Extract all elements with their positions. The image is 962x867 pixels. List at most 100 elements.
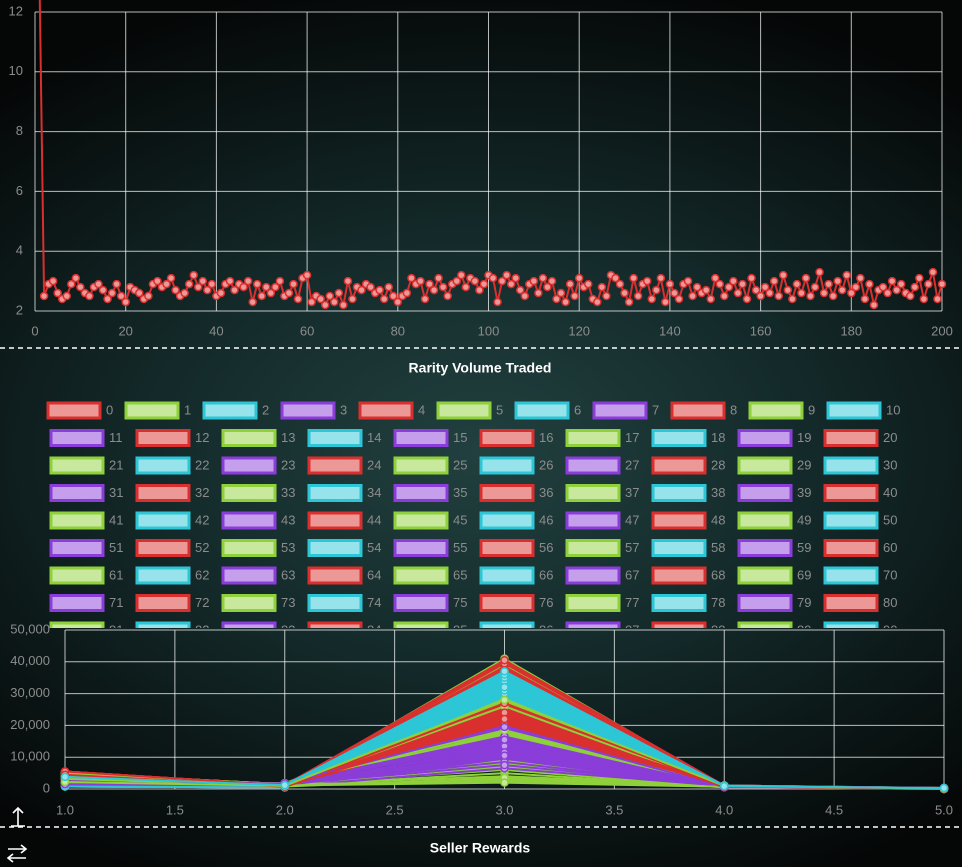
point — [475, 285, 484, 295]
legend-swatch — [737, 429, 793, 447]
point — [216, 288, 226, 298]
point — [824, 279, 833, 289]
legend-swatch — [826, 401, 882, 420]
point — [620, 288, 629, 298]
legend-swatch — [307, 566, 363, 585]
point — [933, 294, 942, 304]
point — [910, 282, 920, 292]
legend-label: 59 — [797, 540, 811, 555]
legend-swatch — [135, 511, 191, 530]
legend-swatch — [307, 621, 363, 628]
legend-swatch — [823, 566, 879, 585]
x-tick-label: 3.0 — [495, 802, 513, 817]
legend-swatch — [135, 566, 191, 585]
legend-swatch — [221, 429, 277, 447]
point — [887, 276, 897, 286]
point — [416, 276, 425, 286]
y-tick-label: 50,000 — [10, 621, 50, 636]
legend-swatch — [737, 456, 793, 475]
point — [500, 778, 509, 787]
legend-label: 21 — [109, 457, 123, 472]
point — [76, 282, 85, 292]
point — [642, 276, 652, 286]
legend-label: 15 — [453, 430, 467, 445]
point — [500, 695, 509, 705]
legend-swatch — [49, 594, 105, 612]
point — [500, 751, 509, 760]
point — [692, 282, 702, 292]
point — [402, 288, 412, 298]
x-tick-label: 100 — [478, 323, 500, 338]
legend-swatch — [49, 511, 105, 530]
point — [797, 288, 806, 298]
point — [847, 288, 856, 298]
point — [633, 291, 643, 301]
legend-swatch — [393, 539, 449, 557]
point — [783, 285, 793, 295]
legend-label: 20 — [883, 430, 897, 445]
legend-swatch — [823, 594, 879, 612]
point — [320, 300, 330, 310]
point — [497, 276, 507, 286]
point — [293, 294, 303, 304]
point — [500, 735, 509, 744]
legend-label: 25 — [453, 457, 467, 472]
point — [747, 273, 756, 283]
resize-horizontal-icon[interactable] — [6, 844, 28, 863]
x-tick-label: 4.5 — [825, 802, 843, 817]
point — [652, 285, 661, 295]
point — [878, 282, 888, 292]
legend-swatch — [307, 594, 363, 612]
legend-label: 50 — [883, 512, 897, 527]
point — [742, 294, 752, 304]
point — [230, 285, 239, 295]
legend-swatch — [565, 429, 621, 447]
legend-swatch — [221, 484, 277, 502]
legend-label: 36 — [539, 485, 553, 500]
point — [60, 772, 70, 782]
point — [271, 282, 280, 292]
legend-swatch — [737, 484, 793, 502]
x-tick-label: 60 — [300, 323, 314, 338]
legend-swatch — [651, 484, 707, 502]
legend-label: 63 — [281, 567, 295, 582]
legend-label: 31 — [109, 485, 123, 500]
legend-swatch — [651, 429, 707, 447]
y-tick-label: 4 — [16, 243, 23, 258]
point — [565, 279, 575, 289]
legend-swatch — [823, 456, 879, 475]
point — [833, 276, 842, 286]
point — [225, 276, 235, 286]
legend-swatch — [393, 594, 449, 612]
legend-swatch — [565, 456, 621, 475]
point — [906, 291, 915, 301]
point — [500, 722, 509, 732]
point — [162, 279, 171, 289]
legend-label: 74 — [367, 595, 381, 610]
x-tick-label: 140 — [659, 323, 681, 338]
legend-swatch — [651, 456, 707, 475]
x-tick-label: 3.5 — [605, 802, 623, 817]
point — [883, 288, 892, 298]
point — [515, 285, 525, 295]
x-tick-label: 4.0 — [715, 802, 733, 817]
point — [203, 285, 212, 295]
legend-label: 29 — [797, 457, 811, 472]
point — [665, 279, 675, 289]
point — [720, 781, 729, 791]
point — [624, 297, 634, 307]
point — [500, 655, 509, 665]
point — [307, 297, 316, 307]
point — [107, 288, 117, 298]
point — [928, 267, 938, 277]
point — [500, 714, 509, 724]
point — [98, 285, 108, 295]
legend-label: 12 — [195, 430, 209, 445]
point — [738, 279, 747, 289]
point — [724, 282, 734, 292]
point — [280, 780, 289, 790]
point — [348, 294, 357, 304]
legend-label: 90 — [883, 622, 897, 637]
resize-vertical-icon[interactable] — [11, 806, 25, 827]
legend-swatch — [307, 511, 363, 530]
